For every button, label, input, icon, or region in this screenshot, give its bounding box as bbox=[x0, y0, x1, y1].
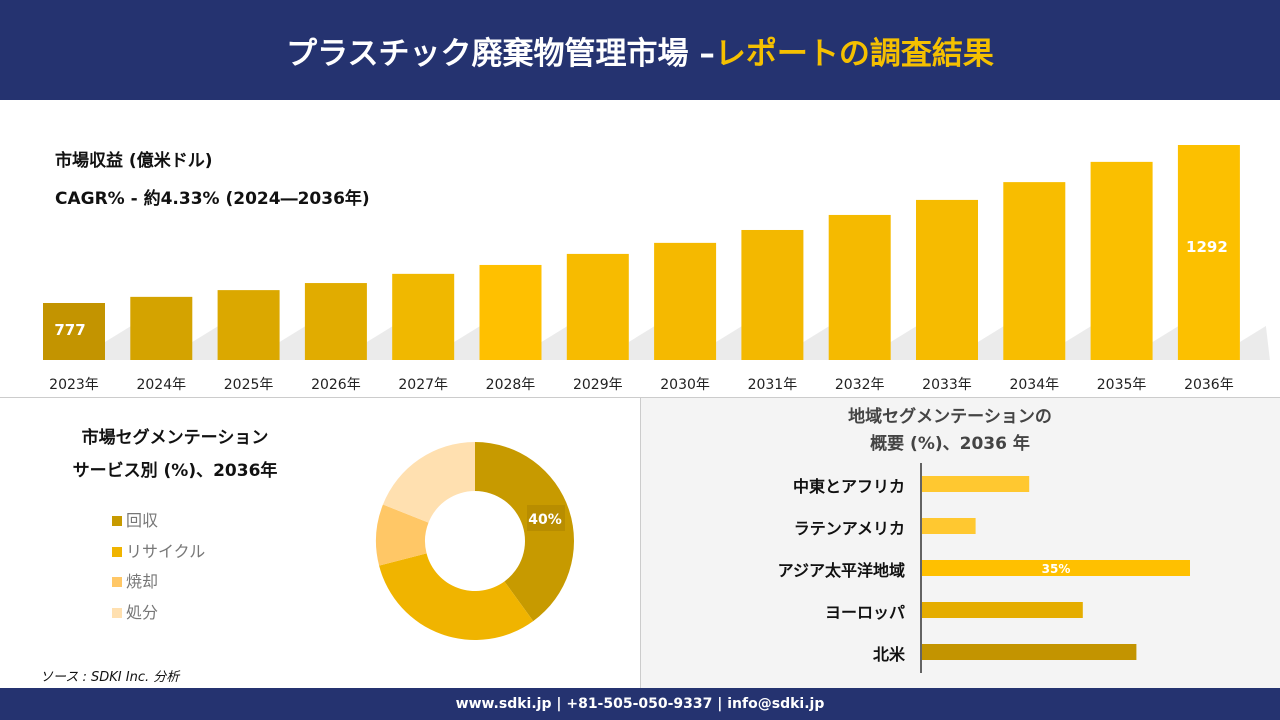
bar bbox=[654, 242, 717, 360]
header-banner: プラスチック廃棄物管理市場 – レポートの調査結果 bbox=[0, 0, 1280, 100]
bar bbox=[217, 290, 280, 360]
data-label: 1292 bbox=[1186, 238, 1228, 256]
donut-legend: 回収 リサイクル 焼却 処分 bbox=[112, 506, 205, 628]
footer-contact: www.sdki.jp | +81-505-050-9337 | info@sd… bbox=[0, 688, 1280, 720]
section-divider bbox=[0, 397, 1280, 398]
bar bbox=[130, 296, 193, 360]
region-label: アジア太平洋地域 bbox=[777, 561, 905, 580]
title-main: プラスチック廃棄物管理市場 – bbox=[286, 35, 715, 72]
x-tick-label: 2023年 bbox=[49, 377, 99, 393]
bar-shadow bbox=[890, 326, 921, 360]
bar bbox=[1003, 182, 1066, 360]
donut-slice bbox=[375, 504, 429, 566]
bar-shadow bbox=[1239, 326, 1270, 360]
legend-item: 回収 bbox=[112, 506, 205, 537]
bar-shadow bbox=[192, 326, 223, 360]
legend-swatch bbox=[112, 607, 122, 618]
region-label: 中東とアフリカ bbox=[792, 477, 905, 496]
segment-title: 市場セグメンテーション サービス別 (%)、2036年 bbox=[30, 422, 320, 488]
legend-label: 回収 bbox=[126, 511, 159, 530]
donut-slice bbox=[475, 442, 574, 622]
region-panel bbox=[640, 398, 1280, 688]
region-label: ラテンアメリカ bbox=[793, 519, 905, 538]
legend-label: 焼却 bbox=[126, 572, 159, 591]
bar-shadow bbox=[454, 326, 485, 360]
x-tick-label: 2035年 bbox=[1097, 377, 1147, 393]
region-title: 地域セグメンテーションの 概要 (%)、2036 年 bbox=[640, 404, 1260, 458]
bar bbox=[304, 283, 367, 360]
legend-swatch bbox=[112, 516, 122, 526]
revenue-chart-title: 市場収益 (億米ドル) bbox=[55, 151, 213, 171]
legend-item: リサイクル bbox=[112, 537, 205, 568]
bar-shadow bbox=[105, 326, 135, 360]
x-tick-label: 2026年 bbox=[311, 377, 361, 393]
bar bbox=[43, 303, 105, 360]
revenue-bar-chart: 2023年 777 2024年 2025年 2026年 2027年 2028年 2029年 20… bbox=[43, 145, 1270, 393]
data-label: 777 bbox=[54, 321, 85, 339]
bar bbox=[566, 253, 629, 360]
donut-slice bbox=[379, 553, 534, 641]
region-title-line1: 地域セグメンテーションの bbox=[848, 407, 1052, 427]
bar-shadow bbox=[279, 326, 310, 360]
bar bbox=[392, 273, 455, 360]
region-label: 北米 bbox=[872, 645, 905, 664]
bar-shadow bbox=[541, 326, 572, 360]
legend-item: 処分 bbox=[112, 598, 205, 629]
legend-label: リサイクル bbox=[126, 541, 206, 561]
segment-title-line2: サービス別 (%)、2036年 bbox=[72, 461, 278, 481]
donut-label-box bbox=[527, 505, 565, 531]
donut-data-label: 40% bbox=[528, 512, 562, 528]
legend-label: 処分 bbox=[126, 602, 159, 622]
cagr-subtitle: CAGR% - 約4.33% (2024―2036年) bbox=[55, 189, 370, 209]
segment-title-line1: 市場セグメンテーション bbox=[81, 428, 269, 448]
bar-shadow bbox=[978, 326, 1008, 360]
x-tick-label: 2029年 bbox=[573, 377, 623, 393]
x-tick-label: 2024年 bbox=[136, 377, 186, 393]
bar-shadow bbox=[366, 326, 397, 360]
bar bbox=[1177, 145, 1240, 360]
bar-shadow bbox=[1152, 326, 1183, 360]
title-highlight: レポートの調査結果 bbox=[714, 35, 994, 72]
x-tick-label: 2025年 bbox=[224, 377, 274, 393]
x-tick-label: 2028年 bbox=[486, 377, 536, 393]
bar bbox=[1090, 161, 1153, 360]
x-tick-label: 2033年 bbox=[922, 377, 972, 393]
x-tick-label: 2027年 bbox=[398, 377, 448, 393]
bar bbox=[916, 199, 978, 360]
bar-shadow bbox=[716, 326, 747, 360]
x-tick-label: 2031年 bbox=[748, 377, 798, 393]
x-tick-label: 2032年 bbox=[835, 377, 885, 393]
bar bbox=[741, 229, 804, 360]
x-tick-label: 2030年 bbox=[660, 377, 710, 393]
bar bbox=[828, 214, 891, 360]
bar-shadow bbox=[1065, 326, 1096, 360]
donut-slice bbox=[382, 442, 475, 523]
bar-shadow bbox=[803, 326, 834, 360]
source-note: ソース : SDKI Inc. 分析 bbox=[40, 670, 180, 685]
x-tick-label: 2036年 bbox=[1184, 377, 1234, 393]
bar bbox=[479, 264, 542, 360]
region-title-line2: 概要 (%)、2036 年 bbox=[870, 434, 1030, 454]
bar-shadow bbox=[628, 326, 659, 360]
region-label: ヨーロッパ bbox=[824, 603, 905, 622]
legend-item: 焼却 bbox=[112, 567, 205, 598]
legend-swatch bbox=[112, 546, 122, 557]
x-tick-label: 2034年 bbox=[1009, 377, 1059, 393]
legend-swatch bbox=[112, 577, 122, 587]
